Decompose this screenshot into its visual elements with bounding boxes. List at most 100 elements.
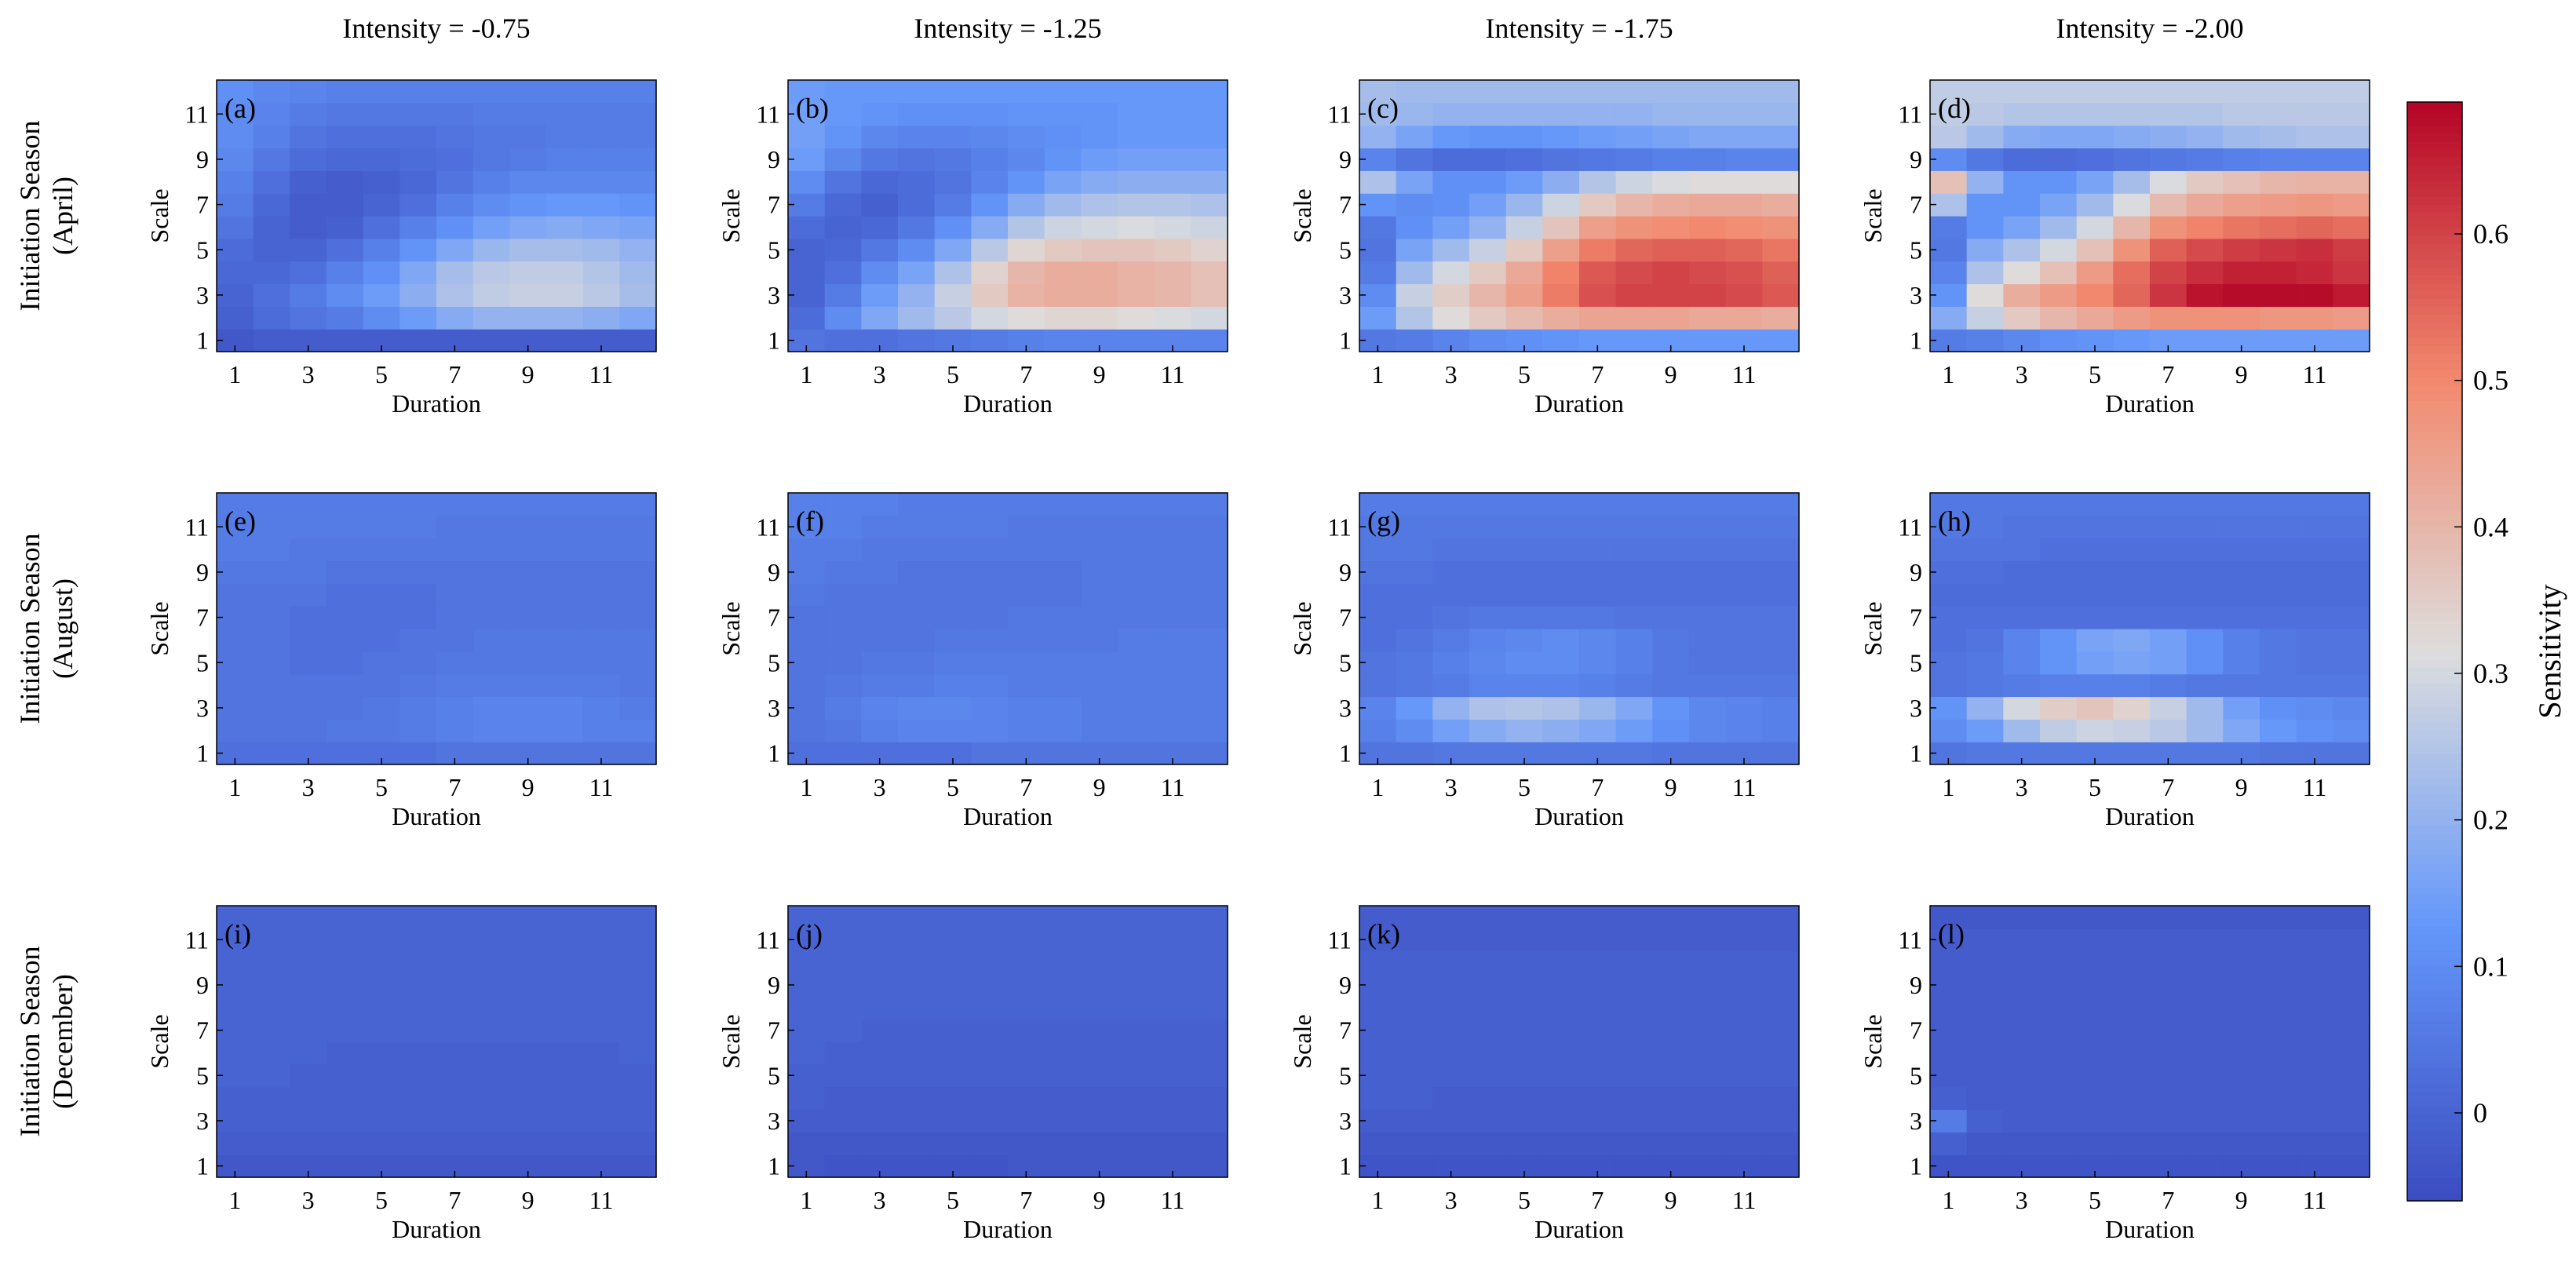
heatmap-cell: [290, 973, 327, 997]
heatmap-cell: [1081, 193, 1118, 217]
y-tick-label: 1: [1910, 326, 1922, 355]
heatmap-cell: [1469, 696, 1507, 720]
heatmap-cell: [1469, 606, 1507, 629]
heatmap-cell: [363, 306, 400, 330]
heatmap-cell: [1118, 538, 1155, 562]
heatmap-cell: [2260, 102, 2297, 126]
colorbar-segment: [2407, 455, 2462, 464]
heatmap-cell: [934, 651, 972, 675]
heatmap-cell: [1930, 1041, 1968, 1065]
heatmap-cell: [1725, 651, 1763, 675]
heatmap-cell: [1762, 538, 1800, 562]
heatmap-cell: [400, 651, 437, 675]
heatmap-cell: [400, 329, 437, 352]
heatmap-cell: [934, 906, 972, 929]
x-tick-label: 5: [1518, 360, 1531, 388]
heatmap-cell: [2333, 606, 2370, 629]
heatmap-cell: [2040, 1086, 2078, 1111]
heatmap-cell: [971, 1132, 1009, 1155]
heatmap-cell: [861, 1132, 899, 1155]
heatmap-cell: [1689, 742, 1727, 765]
heatmap-cell: [1762, 148, 1800, 171]
heatmap-cell: [898, 906, 936, 929]
heatmap-cell: [2113, 583, 2151, 607]
heatmap-cell: [1396, 216, 1433, 239]
heatmap-cell: [2223, 306, 2260, 330]
x-tick-label: 11: [2303, 360, 2327, 388]
heatmap-cell: [253, 560, 290, 584]
heatmap-cell: [290, 493, 327, 516]
heatmap-cell: [1762, 673, 1800, 698]
heatmap-cell: [2333, 583, 2370, 607]
heatmap-cell: [1469, 329, 1507, 352]
heatmap-cell: [1396, 906, 1433, 929]
heatmap-cell: [1008, 1086, 1045, 1111]
heatmap-cell: [509, 538, 547, 562]
heatmap-cell: [363, 973, 400, 997]
panel-frame: [1929, 492, 2370, 765]
heatmap-cell: [1191, 283, 1228, 307]
heatmap-cell: [253, 719, 290, 742]
heatmap-cell: [253, 148, 290, 171]
heatmap-cell: [619, 515, 657, 539]
heatmap-cell: [327, 673, 364, 698]
heatmap-cell: [1396, 1155, 1433, 1178]
heatmap-cell: [971, 329, 1009, 352]
heatmap-cell: [1008, 719, 1045, 742]
heatmap-cell: [473, 560, 510, 584]
heatmap-cell: [2186, 125, 2224, 149]
heatmap-cell: [363, 261, 400, 285]
heatmap-cell: [253, 306, 290, 330]
heatmap-cell: [619, 1019, 657, 1042]
heatmap-cell: [1154, 170, 1191, 194]
heatmap-cell: [1432, 973, 1470, 997]
colorbar-segment: [2407, 1075, 2462, 1084]
x-tick-label: 11: [1161, 773, 1185, 801]
heatmap-cell: [1579, 125, 1617, 149]
heatmap-cell: [582, 238, 620, 262]
heatmap-cell: [1652, 538, 1690, 562]
heatmap-cell: [1008, 696, 1045, 720]
x-tick-label: 7: [448, 1186, 461, 1214]
heatmap-cell: [1966, 606, 2004, 629]
x-tick-label: 11: [1732, 1186, 1757, 1214]
heatmap-cell: [582, 1041, 620, 1065]
heatmap-cell: [436, 629, 474, 652]
heatmap-cell: [934, 80, 972, 104]
heatmap-cell: [473, 629, 510, 652]
x-tick-label: 9: [1093, 360, 1106, 388]
heatmap-cell: [546, 973, 584, 997]
heatmap-cell: [1689, 973, 1727, 997]
heatmap-cell: [861, 306, 899, 330]
heatmap-cell: [2113, 1086, 2151, 1111]
heatmap-cell: [400, 1132, 437, 1155]
heatmap-cell: [290, 651, 327, 675]
row-title-line: Initiation Season: [14, 947, 46, 1137]
colorbar-segment: [2407, 220, 2462, 228]
heatmap-cell: [253, 906, 290, 929]
heatmap-cell: [1396, 1019, 1433, 1042]
heatmap-cell: [1689, 950, 1727, 975]
heatmap-cell: [1432, 1132, 1470, 1155]
panel-label: (e): [224, 505, 256, 537]
heatmap-cell: [2260, 1109, 2297, 1133]
heatmap-cell: [546, 673, 584, 698]
heatmap-cell: [1154, 125, 1191, 149]
heatmap-cell: [1930, 1086, 1968, 1111]
heatmap-cell: [2223, 696, 2260, 720]
heatmap-cell: [824, 742, 862, 765]
heatmap-cell: [1118, 1019, 1155, 1042]
heatmap-cell: [2003, 306, 2041, 330]
heatmap-cell: [400, 261, 437, 285]
heatmap-cell: [2076, 261, 2114, 285]
heatmap-cell: [1396, 1041, 1433, 1065]
heatmap-cell: [327, 719, 364, 742]
heatmap-cell: [2076, 606, 2114, 629]
heatmap-cell: [2040, 950, 2078, 975]
heatmap-cell: [1081, 148, 1118, 171]
heatmap-cell: [253, 928, 290, 952]
heatmap-cell: [2333, 1063, 2370, 1088]
heatmap-cell: [473, 102, 510, 126]
heatmap-cell: [934, 673, 972, 698]
heatmap-cell: [546, 742, 584, 765]
